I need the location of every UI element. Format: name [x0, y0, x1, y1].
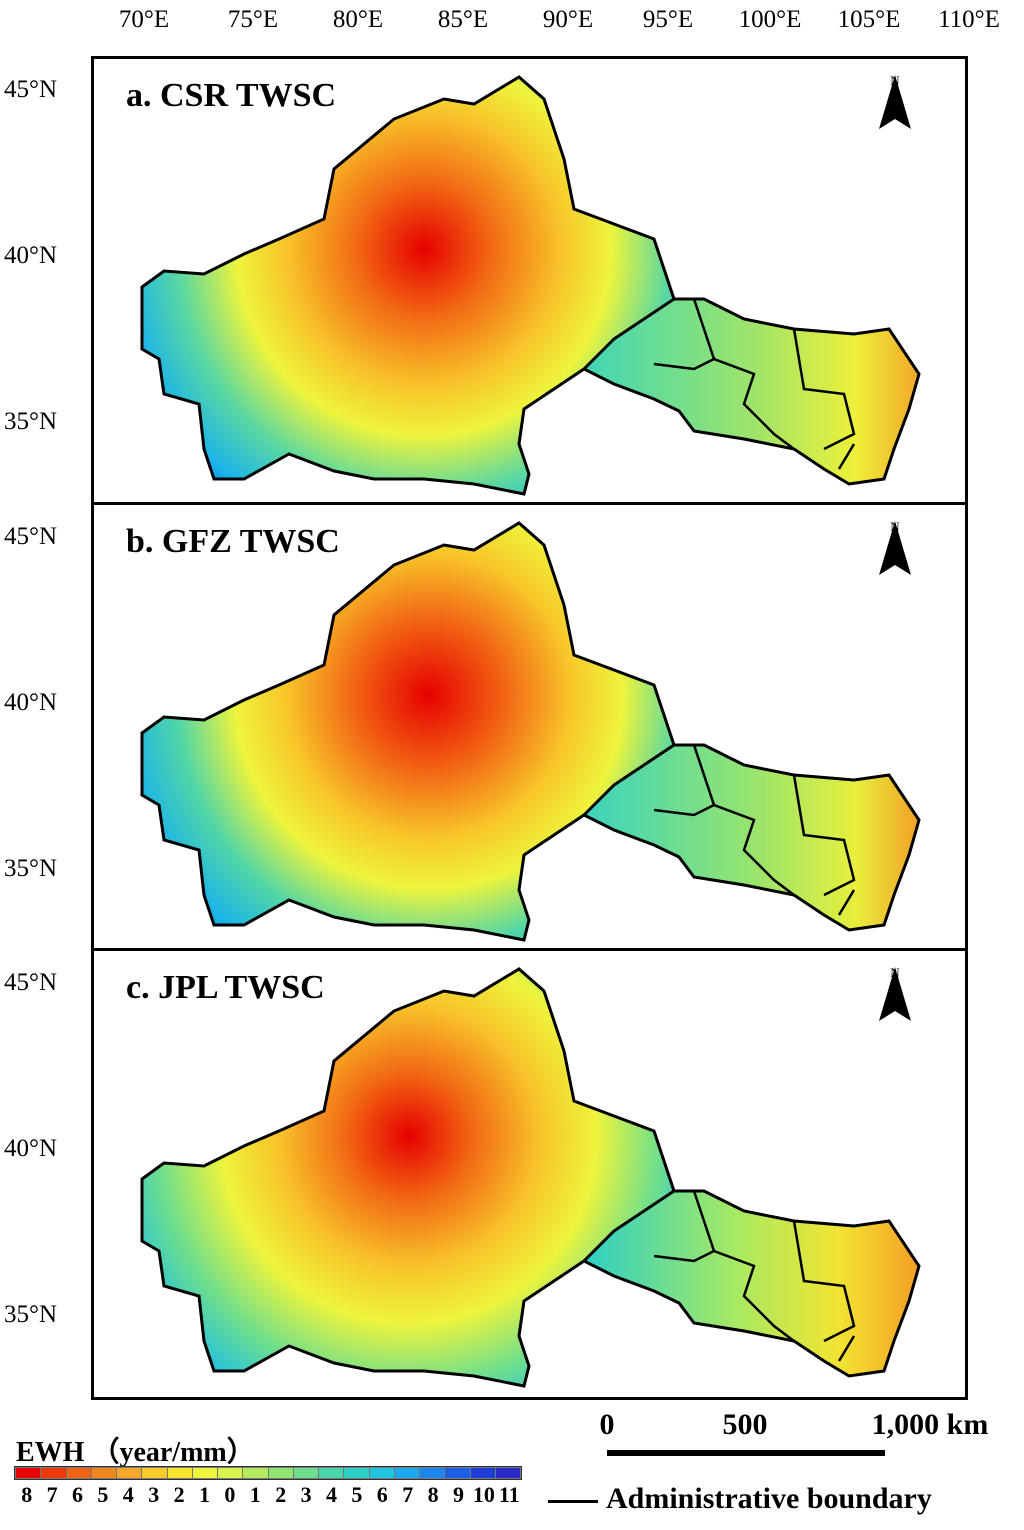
- panel-title: b. GFZ TWSC: [126, 523, 340, 560]
- north-arrow: N: [875, 519, 915, 599]
- legend-color-bar: [14, 1466, 522, 1480]
- province-border: [653, 298, 856, 470]
- legend-tick-label: 1: [199, 1482, 210, 1507]
- gfz-map: [140, 521, 921, 942]
- legend-swatch: [394, 1468, 419, 1478]
- lat-label: 40°N: [4, 1135, 58, 1162]
- legend-tick-label: 0: [224, 1482, 236, 1507]
- lat-label: 45°N: [4, 523, 58, 550]
- legend-tick-label: 9: [453, 1482, 464, 1507]
- legend-swatch: [268, 1468, 293, 1478]
- legend-tick-label: 4: [122, 1482, 134, 1507]
- legend-swatch: [495, 1468, 520, 1478]
- lat-label: 40°N: [4, 689, 58, 716]
- north-arrow-icon: [879, 75, 911, 129]
- legend-swatch: [192, 1468, 217, 1478]
- panel-title: c. JPL TWSC: [126, 969, 325, 1006]
- legend-tick-label: 5: [351, 1482, 363, 1507]
- panel-title: a. CSR TWSC: [126, 77, 337, 114]
- scale-line: [607, 1450, 885, 1456]
- legend-swatch: [470, 1468, 495, 1478]
- legend-tick-label: 6: [376, 1482, 388, 1507]
- legend-swatch: [16, 1468, 41, 1478]
- scale-label-1000: 1,000 km: [871, 1408, 989, 1441]
- legend-tick-label: 2: [173, 1482, 185, 1507]
- north-arrow-icon: [879, 967, 911, 1021]
- legend-tick-label: 10: [472, 1482, 495, 1507]
- legend-swatch: [91, 1468, 116, 1478]
- legend-swatch: [243, 1468, 268, 1478]
- region-east: [581, 1189, 921, 1378]
- legend-tick-label: 4: [326, 1482, 337, 1507]
- boundary-legend: Administrative boundary: [548, 1482, 932, 1516]
- legend-tick-label: 3: [300, 1482, 312, 1507]
- map-panel-csr: a. CSR TWSC N: [91, 56, 968, 505]
- north-arrow: N: [875, 965, 915, 1045]
- region-west: [140, 521, 686, 942]
- lon-label: 70°E: [118, 6, 170, 33]
- legend-swatch: [117, 1468, 142, 1478]
- lat-label: 40°N: [4, 242, 58, 269]
- lon-label: 80°E: [332, 6, 384, 33]
- legend-tick-label: 8: [21, 1482, 33, 1507]
- legend-tick-label: 8: [427, 1482, 439, 1507]
- lon-label: 110°E: [938, 6, 1000, 33]
- lat-label: 45°N: [4, 969, 58, 996]
- region-west: [140, 967, 686, 1388]
- province-border: [653, 744, 856, 916]
- region-east: [581, 743, 921, 932]
- legend-swatch: [369, 1468, 394, 1478]
- lon-label: 105°E: [837, 6, 901, 33]
- region-east: [581, 297, 921, 486]
- lon-label: 90°E: [542, 6, 594, 33]
- map-panel-jpl: c. JPL TWSC N: [91, 948, 968, 1400]
- legend-tick-label: 11: [498, 1482, 520, 1507]
- legend-tick-label: 6: [72, 1482, 83, 1507]
- legend-swatch: [319, 1468, 344, 1478]
- boundary-line-icon: [548, 1499, 598, 1503]
- lat-label: 35°N: [4, 408, 58, 435]
- lon-label: 75°E: [227, 6, 279, 33]
- jpl-map: [140, 967, 921, 1388]
- scale-label-500: 500: [722, 1408, 768, 1441]
- longitude-axis: 70°E 75°E 80°E 85°E 90°E 95°E 100°E 105°…: [0, 6, 1024, 40]
- lat-label: 35°N: [4, 855, 58, 882]
- lat-label: 45°N: [4, 76, 58, 103]
- north-arrow: N: [875, 73, 915, 153]
- legend-tick-label: 1: [249, 1482, 261, 1507]
- legend-swatch: [167, 1468, 192, 1478]
- legend-tick-label: 2: [275, 1482, 287, 1507]
- scale-label-0: 0: [599, 1408, 615, 1441]
- legend-tick-labels: 8 7 6 5 4 3 2 1 0 1 2 3 4 5 6 7 8 9 10 11: [14, 1482, 522, 1512]
- legend-swatch: [66, 1468, 91, 1478]
- legend-swatch: [344, 1468, 369, 1478]
- north-arrow-icon: [879, 521, 911, 575]
- legend-tick-label: 7: [46, 1482, 58, 1507]
- legend-swatch: [142, 1468, 167, 1478]
- legend-swatch: [41, 1468, 66, 1478]
- csr-map: [140, 75, 921, 496]
- legend-tick-label: 3: [148, 1482, 160, 1507]
- legend-swatch: [293, 1468, 318, 1478]
- region-west: [140, 75, 686, 496]
- map-panel-gfz: b. GFZ TWSC N: [91, 502, 968, 951]
- lat-label: 35°N: [4, 1301, 58, 1328]
- legend-swatch: [445, 1468, 470, 1478]
- province-border: [653, 1190, 856, 1362]
- boundary-label: Administrative boundary: [606, 1482, 932, 1515]
- lon-label: 85°E: [437, 6, 489, 33]
- legend-tick-label: 7: [402, 1482, 414, 1507]
- legend-swatch: [420, 1468, 445, 1478]
- legend-swatch: [218, 1468, 243, 1478]
- scale-bar: 0 500 1,000 km: [600, 1408, 1010, 1468]
- lon-label: 100°E: [738, 6, 802, 33]
- legend-tick-label: 5: [97, 1482, 109, 1507]
- lon-label: 95°E: [642, 6, 694, 33]
- legend-title: EWH （year/mm）: [16, 1437, 255, 1468]
